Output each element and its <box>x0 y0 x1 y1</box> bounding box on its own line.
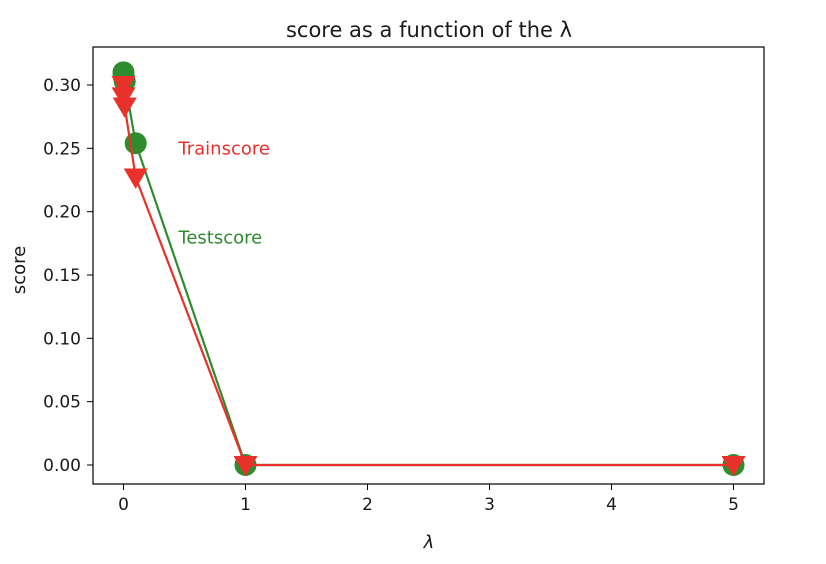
annotations: Trainscore Testscore <box>177 139 270 249</box>
y-tick-label: 0.25 <box>43 139 81 159</box>
series-line <box>122 72 734 467</box>
x-tick-label: 3 <box>484 495 495 515</box>
chart-title: score as a function of the λ <box>286 18 572 42</box>
y-tick-label: 0.00 <box>43 456 81 476</box>
series-layer <box>111 61 746 477</box>
y-axis-label: score <box>9 246 30 294</box>
annotation-testscore: Testscore <box>177 227 262 248</box>
x-tick-label: 0 <box>118 495 129 515</box>
x-tick-label: 5 <box>728 495 739 515</box>
data-point <box>111 76 136 97</box>
y-tick-label: 0.05 <box>43 393 81 413</box>
x-tick-label: 4 <box>606 495 617 515</box>
data-point <box>233 456 258 477</box>
data-point <box>112 97 137 118</box>
data-point <box>124 132 147 155</box>
ticks: 0 1 2 3 4 5 0.00 0.05 0.10 0.15 0.20 0.25 0.30 <box>43 76 739 515</box>
plot-frame <box>92 46 765 485</box>
data-point <box>721 456 746 477</box>
x-tick-label: 1 <box>240 495 251 515</box>
y-tick-label: 0.10 <box>43 329 81 349</box>
annotation-trainscore: Trainscore <box>177 139 270 160</box>
x-tick-label: 2 <box>362 495 373 515</box>
y-tick-label: 0.30 <box>43 76 81 96</box>
series-trainscore <box>111 76 746 477</box>
x-axis-label: λ <box>423 532 435 553</box>
data-point <box>123 168 148 189</box>
y-tick-label: 0.15 <box>43 266 81 286</box>
series-testscore <box>112 61 745 476</box>
y-tick-label: 0.20 <box>43 203 81 223</box>
